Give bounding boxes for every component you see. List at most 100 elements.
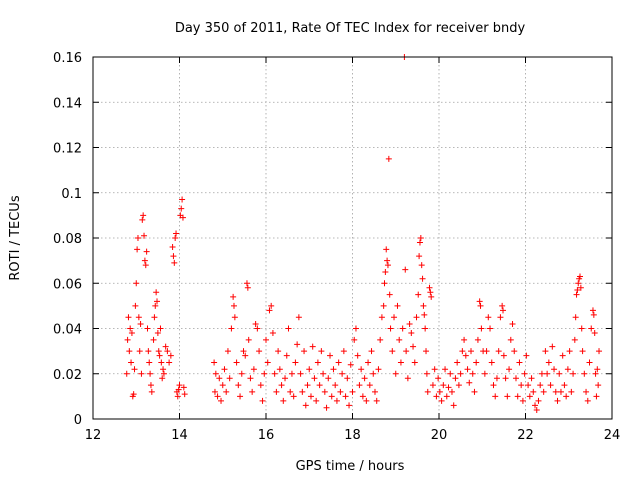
data-point-plus: [151, 314, 158, 321]
data-point-plus: [445, 384, 452, 391]
data-point-plus: [588, 325, 595, 332]
y-tick-label: 0: [74, 413, 82, 428]
data-point-plus: [142, 262, 149, 269]
data-point-plus: [461, 336, 468, 343]
data-point-plus: [211, 388, 218, 395]
data-point-plus: [332, 382, 339, 389]
x-tick-label: 16: [258, 428, 275, 443]
data-point-plus: [126, 348, 133, 355]
data-point-plus: [160, 366, 167, 373]
data-point-plus: [545, 359, 552, 366]
x-tick-label: 20: [431, 428, 448, 443]
data-point-plus: [591, 330, 598, 337]
data-point-plus: [438, 397, 445, 404]
data-point-plus: [125, 314, 132, 321]
data-point-plus: [381, 280, 388, 287]
data-point-plus: [259, 397, 266, 404]
data-point-plus: [552, 388, 559, 395]
data-point-plus: [288, 370, 295, 377]
data-point-plus: [570, 370, 577, 377]
data-point-plus: [535, 397, 542, 404]
data-point-plus: [384, 257, 391, 264]
data-point-plus: [431, 366, 438, 373]
data-point-plus: [179, 214, 186, 221]
data-point-plus: [271, 370, 278, 377]
data-point-plus: [559, 352, 566, 359]
data-point-plus: [512, 375, 519, 382]
data-point-plus: [155, 348, 162, 355]
data-point-plus: [462, 352, 469, 359]
data-point-plus: [297, 370, 304, 377]
data-point-plus: [266, 307, 273, 314]
data-point-plus: [238, 370, 245, 377]
data-point-plus: [511, 348, 518, 355]
data-point-plus: [380, 302, 387, 309]
data-point-plus: [252, 320, 259, 327]
data-point-plus: [540, 388, 547, 395]
data-point-plus: [175, 386, 182, 393]
data-point-plus: [214, 393, 221, 400]
data-point-plus: [352, 325, 359, 332]
data-point-plus: [147, 370, 154, 377]
data-point-plus: [542, 348, 549, 355]
data-point-plus: [579, 348, 586, 355]
data-point-plus: [420, 302, 427, 309]
data-point-plus: [402, 266, 409, 273]
data-point-plus: [415, 291, 422, 298]
data-point-plus: [516, 359, 523, 366]
data-point-plus: [426, 284, 433, 291]
data-point-plus: [443, 393, 450, 400]
data-point-plus: [589, 307, 596, 314]
y-tick-label: 0.08: [53, 232, 82, 247]
data-point-plus: [221, 366, 228, 373]
data-point-plus: [373, 397, 380, 404]
data-point-plus: [594, 366, 601, 373]
data-point-plus: [320, 370, 327, 377]
data-point-plus: [427, 289, 434, 296]
data-point-plus: [304, 382, 311, 389]
data-point-plus: [321, 388, 328, 395]
data-point-plus: [132, 302, 139, 309]
data-point-plus: [424, 388, 431, 395]
data-point-plus: [152, 302, 159, 309]
data-point-plus: [171, 259, 178, 266]
data-point-plus: [249, 388, 256, 395]
data-point-plus: [349, 388, 356, 395]
data-point-plus: [572, 314, 579, 321]
data-point-plus: [422, 325, 429, 332]
data-point-plus: [359, 393, 366, 400]
data-point-plus: [423, 370, 430, 377]
data-point-plus: [354, 352, 361, 359]
data-point-plus: [549, 343, 556, 350]
data-point-plus: [537, 382, 544, 389]
data-point-plus: [141, 232, 148, 239]
data-point-plus: [318, 348, 325, 355]
data-point-plus: [417, 235, 424, 241]
data-point-plus: [557, 388, 564, 395]
data-point-plus: [386, 291, 393, 298]
y-tick-label: 0.12: [53, 142, 82, 157]
data-point-plus: [595, 382, 602, 389]
data-point-plus: [264, 359, 271, 366]
data-point-plus: [532, 402, 539, 409]
data-point-plus: [576, 273, 583, 280]
data-point-plus: [416, 253, 423, 260]
data-point-plus: [257, 382, 264, 389]
data-point-plus: [436, 388, 443, 395]
data-point-plus: [148, 388, 155, 395]
data-point-plus: [457, 370, 464, 377]
data-point-plus: [302, 402, 309, 409]
data-point-plus: [231, 314, 238, 321]
data-point-plus: [174, 393, 181, 400]
data-point-plus: [518, 382, 525, 389]
data-point-plus: [333, 397, 340, 404]
data-point-plus: [245, 336, 252, 343]
data-point-plus: [377, 336, 384, 343]
data-point-plus: [392, 370, 399, 377]
data-point-plus: [176, 382, 183, 389]
data-point-plus: [160, 370, 167, 377]
data-point-plus: [573, 291, 580, 298]
data-point-plus: [143, 248, 150, 255]
data-point-plus: [396, 336, 403, 343]
y-tick-label: 0.14: [53, 96, 82, 111]
